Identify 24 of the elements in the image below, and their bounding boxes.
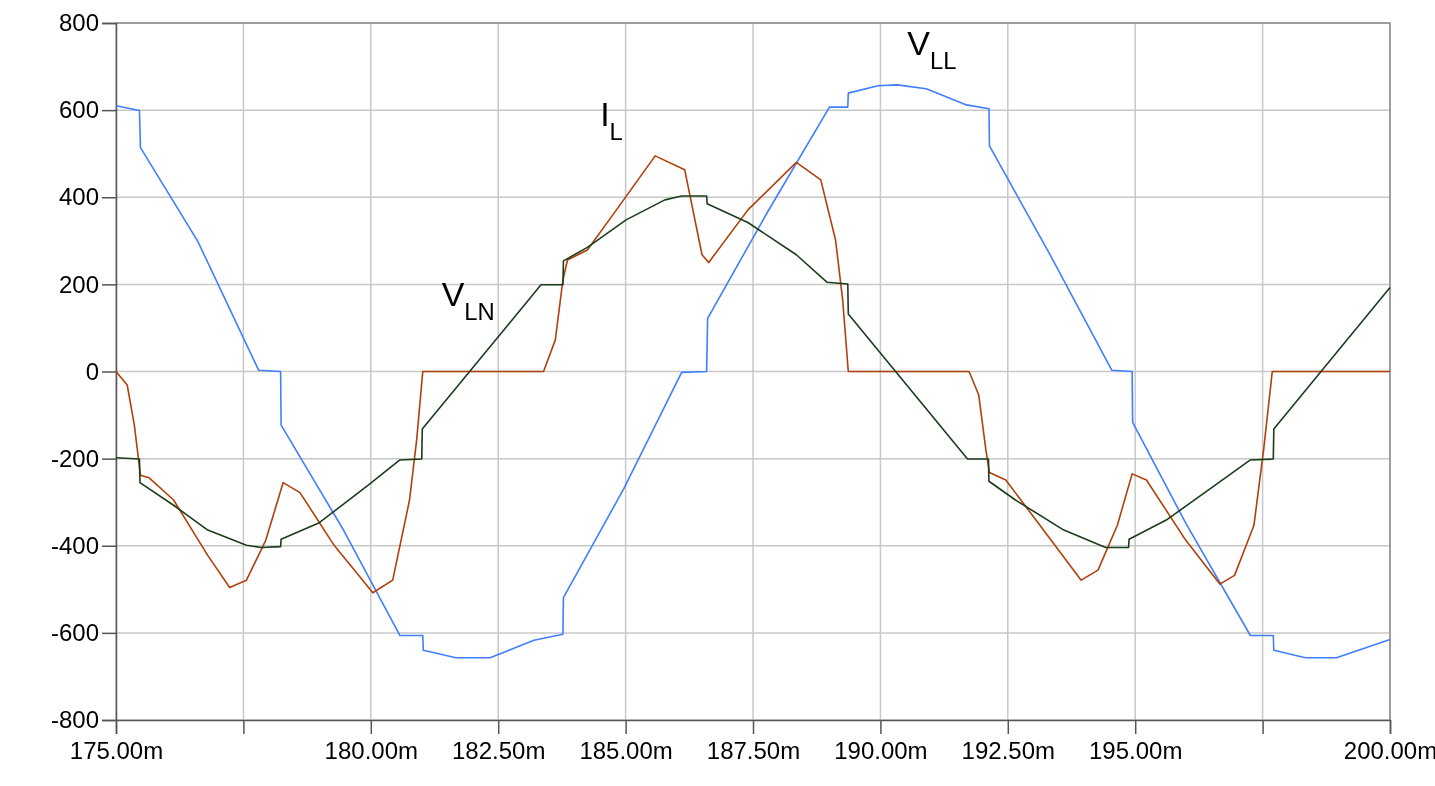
y-tick-label: -800: [50, 706, 99, 734]
series-label: V$_{LN}$: [441, 274, 495, 325]
x-tick-label: 180.00m: [324, 736, 418, 764]
x-tick-label: 187.50m: [706, 736, 801, 764]
x-tick-label: 200.00m: [1343, 736, 1435, 764]
y-tick-label: 600: [58, 96, 99, 124]
y-tick-label: -400: [50, 531, 99, 559]
series-label: V$_{LL}$: [907, 23, 957, 74]
x-tick-label: 195.00m: [1089, 736, 1183, 764]
y-tick-label: 800: [58, 9, 99, 37]
y-tick-label: -200: [50, 444, 99, 472]
x-tick-label: 185.00m: [579, 736, 673, 764]
y-tick-label: 0: [85, 357, 99, 385]
x-tick-label: 182.50m: [452, 736, 546, 764]
x-tick-label: 192.50m: [961, 736, 1055, 764]
series-label: I$_{L}$: [600, 94, 623, 145]
line-series: [115, 155, 1391, 594]
y-tick-label: -600: [50, 619, 99, 647]
y-tick-label: 200: [58, 270, 99, 298]
line-series: [115, 84, 1391, 659]
x-tick-label: 175.00m: [69, 736, 164, 764]
y-tick-label: 400: [58, 183, 99, 211]
line-series: [115, 195, 1391, 549]
x-tick-label: 190.00m: [834, 736, 928, 764]
